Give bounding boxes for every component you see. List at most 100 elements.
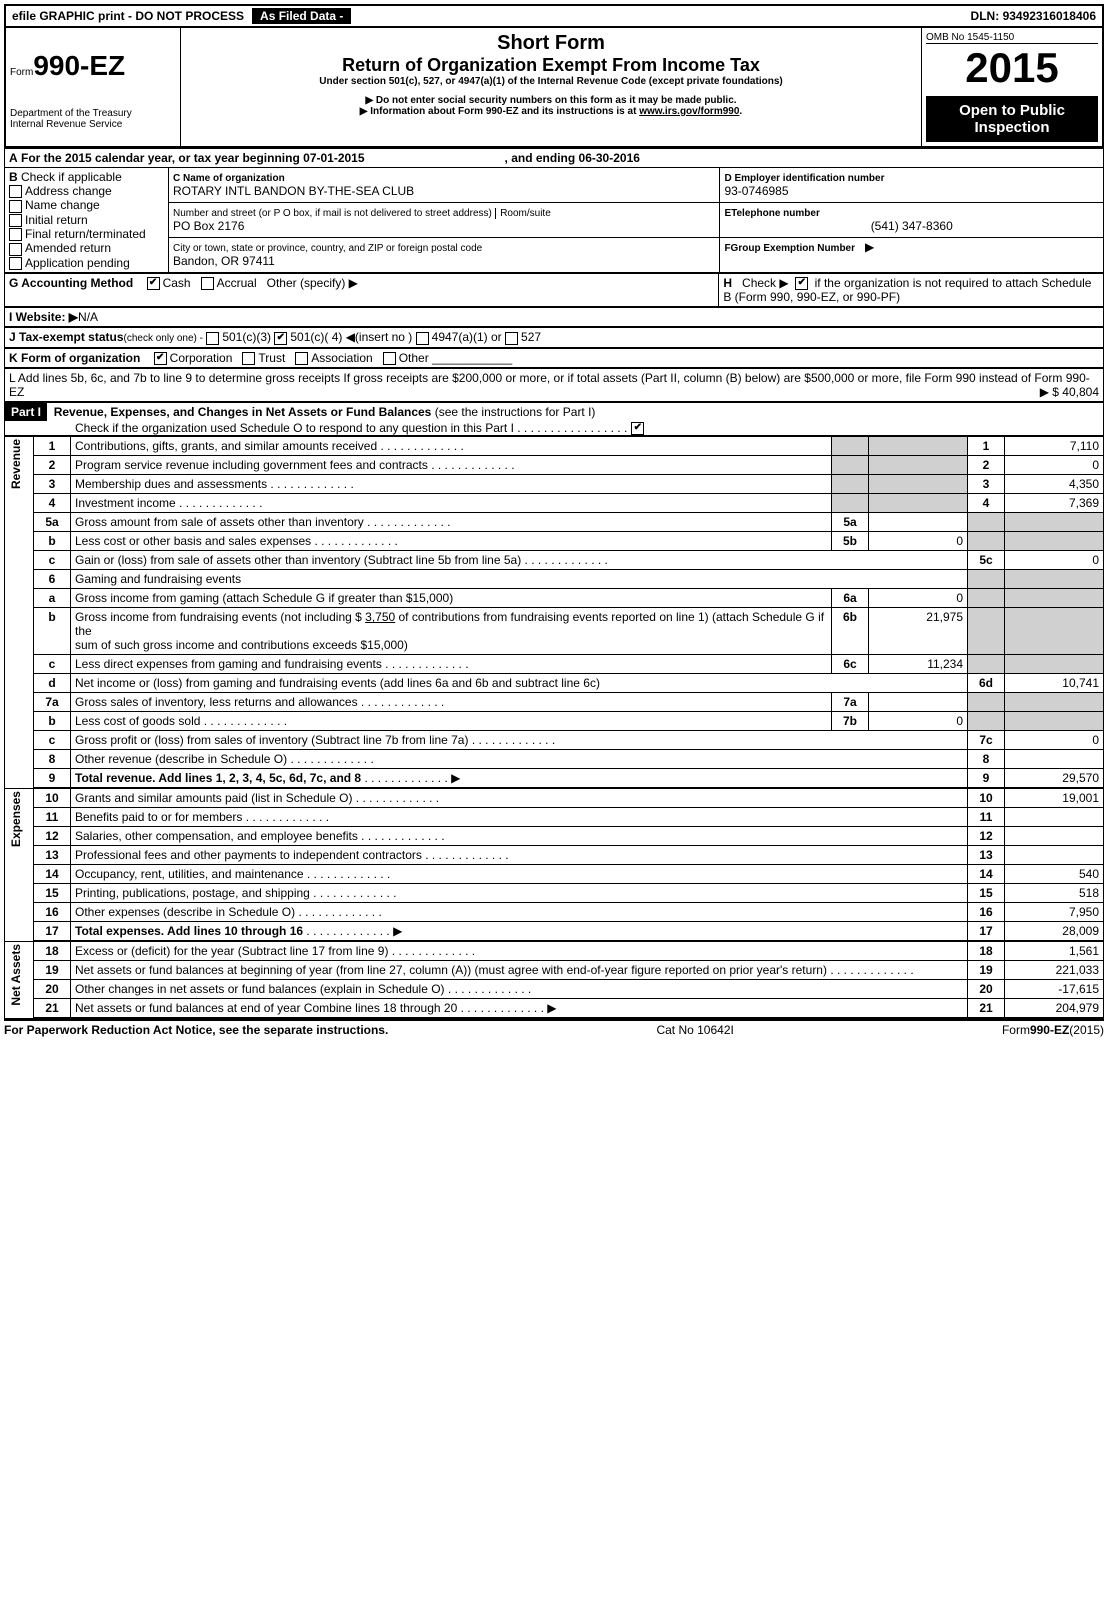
irs: Internal Revenue Service bbox=[10, 119, 176, 130]
ein: 93-0746985 bbox=[724, 184, 788, 198]
short-form: Short Form bbox=[185, 32, 917, 55]
line-G: G Accounting Method ✔Cash Accrual Other … bbox=[5, 273, 719, 306]
partI-tab: Part I bbox=[5, 403, 47, 421]
efile-top-bar: efile GRAPHIC print - DO NOT PROCESS As … bbox=[4, 4, 1104, 28]
line-I: I Website: ▶N/A bbox=[5, 308, 1104, 327]
chk-pending[interactable] bbox=[9, 257, 22, 270]
chk-initial-return[interactable] bbox=[9, 214, 22, 227]
form-header: Form990-EZ Department of the Treasury In… bbox=[4, 28, 1104, 148]
line-C-city: City or town, state or province, country… bbox=[169, 237, 720, 272]
line-E: ETelephone number (541) 347-8360 bbox=[720, 202, 1104, 237]
omb-no: OMB No 1545-1150 bbox=[926, 32, 1098, 44]
amt-2: 0 bbox=[1005, 456, 1104, 475]
amt-20: -17,615 bbox=[1005, 980, 1104, 999]
info-link-line: ▶ Information about Form 990-EZ and its … bbox=[185, 106, 917, 117]
org-name: ROTARY INTL BANDON BY-THE-SEA CLUB bbox=[173, 184, 414, 198]
amt-4: 7,369 bbox=[1005, 494, 1104, 513]
revenue-label: Revenue bbox=[5, 437, 34, 789]
partI-lines: Revenue 1Contributions, gifts, grants, a… bbox=[4, 436, 1104, 1019]
j-table: J Tax-exempt status(check only one) - 50… bbox=[4, 327, 1104, 347]
chk-accrual[interactable] bbox=[201, 277, 214, 290]
chk-other-org[interactable] bbox=[383, 352, 396, 365]
amt-3: 4,350 bbox=[1005, 475, 1104, 494]
l-table: L Add lines 5b, 6c, and 7b to line 9 to … bbox=[4, 368, 1104, 402]
gross-receipts: $ 40,804 bbox=[1052, 385, 1099, 399]
asfiled-tab: As Filed Data - bbox=[252, 8, 351, 24]
amt-9: 29,570 bbox=[1005, 769, 1104, 789]
amt-18: 1,561 bbox=[1005, 941, 1104, 961]
line-B: B Check if applicable Address change Nam… bbox=[5, 168, 169, 273]
chk-corp[interactable]: ✔ bbox=[154, 352, 167, 365]
irs-link[interactable]: www.irs.gov/form990 bbox=[639, 106, 739, 117]
gh-table: G Accounting Method ✔Cash Accrual Other … bbox=[4, 273, 1104, 307]
form-word: Form bbox=[10, 67, 33, 78]
line-C-street: Number and street (or P O box, if mail i… bbox=[169, 202, 720, 237]
website: N/A bbox=[78, 310, 98, 324]
main-title: Return of Organization Exempt From Incom… bbox=[185, 55, 917, 76]
amt-1: 7,110 bbox=[1005, 437, 1104, 456]
line-L: L Add lines 5b, 6c, and 7b to line 9 to … bbox=[5, 368, 1104, 401]
amt-5c: 0 bbox=[1005, 551, 1104, 570]
amt-7b: 0 bbox=[869, 712, 968, 731]
line-D: D Employer identification number 93-0746… bbox=[720, 168, 1104, 203]
amt-12 bbox=[1005, 827, 1104, 846]
header-center: Short Form Return of Organization Exempt… bbox=[181, 28, 922, 146]
efile-label: efile GRAPHIC print - DO NOT PROCESS bbox=[12, 9, 244, 23]
chk-amended[interactable] bbox=[9, 243, 22, 256]
chk-schedB[interactable]: ✔ bbox=[795, 277, 808, 290]
fundraising-excl: 3,750 bbox=[365, 610, 395, 624]
amt-6d: 10,741 bbox=[1005, 674, 1104, 693]
phone: (541) 347-8360 bbox=[724, 219, 1099, 233]
dln: DLN: 93492316018406 bbox=[971, 9, 1096, 23]
netassets-label: Net Assets bbox=[5, 941, 34, 1018]
chk-501c3[interactable] bbox=[206, 332, 219, 345]
line-A: A For the 2015 calendar year, or tax yea… bbox=[5, 149, 1104, 168]
amt-8 bbox=[1005, 750, 1104, 769]
chk-501c[interactable]: ✔ bbox=[274, 332, 287, 345]
amt-5b: 0 bbox=[869, 532, 968, 551]
page-footer: For Paperwork Reduction Act Notice, see … bbox=[4, 1019, 1104, 1037]
i-table: I Website: ▶N/A bbox=[4, 307, 1104, 327]
chk-cash[interactable]: ✔ bbox=[147, 277, 160, 290]
amt-7a bbox=[869, 693, 968, 712]
form-footer: Form990-EZ(2015) bbox=[1002, 1023, 1104, 1037]
amt-16: 7,950 bbox=[1005, 903, 1104, 922]
line-J: J Tax-exempt status(check only one) - 50… bbox=[5, 328, 1104, 347]
line-K: K Form of organization ✔Corporation Trus… bbox=[5, 348, 1104, 367]
chk-schedO[interactable]: ✔ bbox=[631, 422, 644, 435]
line-F: FGroup Exemption Number ▶ bbox=[720, 237, 1104, 272]
chk-4947[interactable] bbox=[416, 332, 429, 345]
chk-trust[interactable] bbox=[242, 352, 255, 365]
amt-5a bbox=[869, 513, 968, 532]
line-H: H Check ▶ ✔ if the organization is not r… bbox=[719, 273, 1104, 306]
header-right: OMB No 1545-1150 2015 Open to Public Ins… bbox=[922, 28, 1102, 146]
amt-11 bbox=[1005, 808, 1104, 827]
street: PO Box 2176 bbox=[173, 219, 244, 233]
amt-15: 518 bbox=[1005, 884, 1104, 903]
amt-6b: 21,975 bbox=[869, 608, 968, 655]
k-table: K Form of organization ✔Corporation Trus… bbox=[4, 348, 1104, 368]
amt-17: 28,009 bbox=[1005, 922, 1104, 942]
city: Bandon, OR 97411 bbox=[173, 254, 275, 268]
entity-info-table: A For the 2015 calendar year, or tax yea… bbox=[4, 148, 1104, 273]
partI-header: Part I Revenue, Expenses, and Changes in… bbox=[4, 402, 1104, 436]
ssn-warning: Do not enter social security numbers on … bbox=[185, 95, 917, 106]
amt-10: 19,001 bbox=[1005, 788, 1104, 808]
amt-7c: 0 bbox=[1005, 731, 1104, 750]
chk-527[interactable] bbox=[505, 332, 518, 345]
amt-19: 221,033 bbox=[1005, 961, 1104, 980]
chk-address-change[interactable] bbox=[9, 185, 22, 198]
header-left: Form990-EZ Department of the Treasury In… bbox=[6, 28, 181, 146]
amt-14: 540 bbox=[1005, 865, 1104, 884]
amt-6c: 11,234 bbox=[869, 655, 968, 674]
amt-13 bbox=[1005, 846, 1104, 865]
amt-21: 204,979 bbox=[1005, 999, 1104, 1019]
under-section: Under section 501(c), 527, or 4947(a)(1)… bbox=[185, 76, 917, 87]
line-C-name: C Name of organization ROTARY INTL BANDO… bbox=[169, 168, 720, 203]
amt-6a: 0 bbox=[869, 589, 968, 608]
chk-final-return[interactable] bbox=[9, 228, 22, 241]
chk-assoc[interactable] bbox=[295, 352, 308, 365]
chk-name-change[interactable] bbox=[9, 200, 22, 213]
form-number: 990-EZ bbox=[33, 50, 125, 81]
dept-treasury: Department of the Treasury bbox=[10, 108, 176, 119]
